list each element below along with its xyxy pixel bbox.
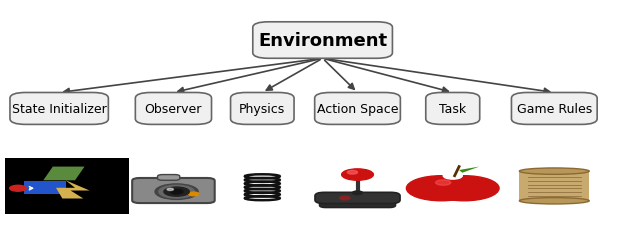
Polygon shape <box>459 167 479 173</box>
Circle shape <box>170 190 183 194</box>
FancyBboxPatch shape <box>253 23 392 59</box>
Text: Physics: Physics <box>239 102 285 116</box>
Circle shape <box>159 185 195 198</box>
FancyBboxPatch shape <box>315 93 401 125</box>
Text: Game Rules: Game Rules <box>516 102 592 116</box>
FancyBboxPatch shape <box>520 171 589 201</box>
FancyBboxPatch shape <box>10 93 108 125</box>
FancyBboxPatch shape <box>511 93 597 125</box>
Text: Task: Task <box>439 102 467 116</box>
FancyBboxPatch shape <box>315 192 400 204</box>
FancyBboxPatch shape <box>319 202 396 208</box>
Circle shape <box>406 176 476 201</box>
Circle shape <box>189 192 199 196</box>
Circle shape <box>421 177 484 200</box>
Circle shape <box>353 191 363 195</box>
Circle shape <box>340 196 350 200</box>
Circle shape <box>429 176 499 201</box>
Circle shape <box>444 173 462 179</box>
Circle shape <box>155 184 198 200</box>
Circle shape <box>10 185 26 191</box>
Ellipse shape <box>520 198 589 204</box>
Circle shape <box>167 188 173 191</box>
Text: Action Space: Action Space <box>317 102 398 116</box>
Polygon shape <box>44 167 84 180</box>
Ellipse shape <box>520 168 589 175</box>
Text: Observer: Observer <box>145 102 202 116</box>
Circle shape <box>348 171 358 174</box>
FancyBboxPatch shape <box>132 178 214 203</box>
FancyBboxPatch shape <box>230 93 294 125</box>
FancyBboxPatch shape <box>24 182 65 194</box>
FancyBboxPatch shape <box>135 93 212 125</box>
FancyBboxPatch shape <box>0 159 129 214</box>
Polygon shape <box>56 180 90 199</box>
FancyBboxPatch shape <box>426 93 480 125</box>
FancyBboxPatch shape <box>157 175 180 180</box>
Circle shape <box>436 180 451 185</box>
Text: Environment: Environment <box>258 32 387 50</box>
Circle shape <box>342 169 373 180</box>
Text: State Initializer: State Initializer <box>12 102 106 116</box>
Circle shape <box>164 187 189 196</box>
